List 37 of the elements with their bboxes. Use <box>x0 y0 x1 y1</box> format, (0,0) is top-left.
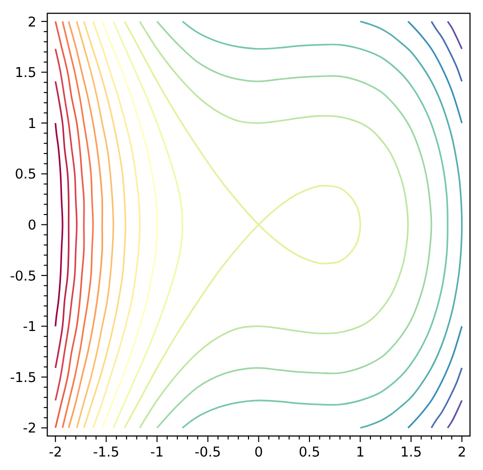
x-tick-label: -1 <box>150 444 164 460</box>
line-series <box>430 367 463 429</box>
line-series <box>446 400 463 429</box>
line-series <box>76 20 114 429</box>
line-series <box>68 20 104 429</box>
line-series <box>359 20 463 429</box>
line-series <box>124 20 362 429</box>
y-tick-label: -1 <box>22 319 36 336</box>
line-series <box>54 20 85 429</box>
y-tick-label: 2 <box>28 14 36 30</box>
x-tick-label: -2 <box>48 444 62 460</box>
x-tick-label: 1 <box>356 444 365 460</box>
line-series <box>430 20 463 82</box>
line-series <box>83 20 126 429</box>
line-series <box>101 20 158 429</box>
x-tick-label: 2 <box>458 444 466 460</box>
x-tick-label: 1.5 <box>400 444 422 460</box>
y-tick-label: 0 <box>28 218 36 234</box>
x-tick-label: 0 <box>254 444 263 460</box>
line-series <box>112 20 184 429</box>
line-series <box>407 20 463 124</box>
line-series <box>92 20 141 429</box>
line-series <box>54 80 70 369</box>
x-tick-label: 0.5 <box>298 444 320 460</box>
line-series <box>407 325 463 429</box>
line-series <box>62 20 94 429</box>
line-series <box>54 48 78 402</box>
x-tick-label: -1.5 <box>93 444 120 460</box>
y-tick-label: 1.5 <box>14 65 36 82</box>
y-tick-label: 1 <box>28 116 36 132</box>
y-tick-label: -2 <box>22 420 36 437</box>
y-tick-label: 0.5 <box>14 166 36 183</box>
y-tick-label: -1.5 <box>10 370 36 386</box>
y-tick-label: -0.5 <box>10 268 36 284</box>
x-tick-label: -0.5 <box>194 444 222 460</box>
line-series <box>446 20 463 50</box>
line-series <box>54 122 64 328</box>
